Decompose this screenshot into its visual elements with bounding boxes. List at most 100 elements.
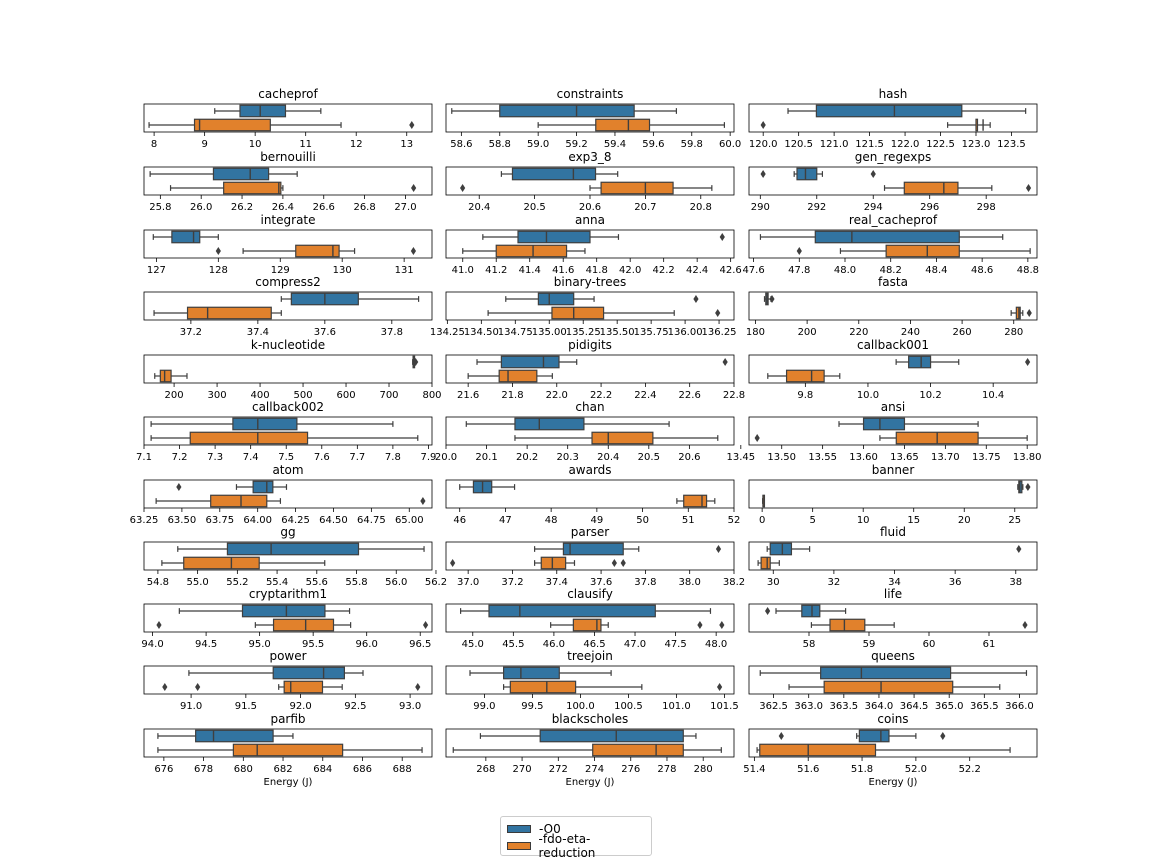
panel-title: fasta (878, 275, 908, 289)
x-axis-label: Energy (J) (869, 777, 918, 788)
x-tick-label: 46.5 (583, 639, 605, 650)
x-tick-label: 56.2 (425, 577, 447, 588)
panel-frame (445, 541, 735, 571)
x-tick-label: 292 (807, 202, 826, 213)
box-fdo (823, 680, 954, 694)
x-tick-label: 47 (499, 515, 512, 526)
x-tick-label: 22.6 (679, 390, 701, 401)
outlier-point (870, 170, 876, 178)
panel-title: gg (280, 525, 295, 539)
x-tick-label: 55.0 (186, 577, 208, 588)
panel-title: compress2 (255, 275, 320, 289)
box-fdo (540, 556, 567, 570)
panel-title: binary-trees (554, 275, 626, 289)
x-tick-label: 25 (1008, 515, 1021, 526)
x-tick-label: 47.8 (788, 265, 810, 276)
box-o0 (226, 542, 360, 556)
x-tick-label: 65.00 (395, 515, 424, 526)
x-tick-label: 22.0 (546, 390, 568, 401)
x-tick-label: 400 (251, 390, 270, 401)
box-o0 (517, 230, 591, 244)
x-tick-label: 20.5 (523, 202, 545, 213)
legend-label-fdo: -fdo-eta-reduction (538, 831, 596, 860)
x-tick-label: 37.2 (501, 577, 523, 588)
x-tick-label: 41.8 (586, 265, 608, 276)
x-tick-label: 20.7 (634, 202, 656, 213)
panel-fasta: fasta 180 200 220 240 260 280 (746, 275, 1038, 338)
panel-hash: hash 120.0 120.5 121.0 121.5 122.0 122.5 123.0 1… (748, 87, 1038, 150)
x-tick-label: 365.5 (970, 701, 999, 712)
x-tick-label: 64.50 (319, 515, 348, 526)
x-tick-label: 274 (585, 764, 604, 775)
box-fdo (885, 244, 960, 258)
x-tick-label: 278 (657, 764, 676, 775)
panel-constraints: constraints 58.6 58.8 59.0 59.2 59.4 59.6 59.8 6… (445, 87, 741, 150)
panel-frame (143, 541, 433, 571)
outlier-point (422, 621, 429, 629)
outlier-point (717, 683, 723, 691)
x-tick-label: 12 (350, 139, 363, 150)
panel-treejoin: treejoin 99.0 99.5 100.0 100.5 101.0 101.5 (445, 649, 739, 712)
outlier-point (415, 683, 421, 691)
panel-frame (445, 665, 735, 695)
x-tick-label: 96.0 (356, 639, 378, 650)
box-o0 (503, 666, 560, 680)
panel-chan: chan 20.0 20.1 20.2 20.3 20.4 20.5 20.6 (435, 400, 735, 463)
x-tick-label: 101.5 (710, 701, 739, 712)
box-o0 (212, 167, 270, 181)
panel-title: callback001 (857, 338, 929, 352)
x-tick-label: 363.0 (794, 701, 823, 712)
box-fdo (591, 431, 654, 445)
x-tick-label: 686 (353, 764, 372, 775)
x-tick-label: 45.0 (462, 639, 484, 650)
panel-title: clausify (567, 587, 613, 601)
x-tick-label: 122.5 (926, 139, 955, 150)
box-o0 (908, 355, 932, 369)
x-tick-label: 91.5 (235, 701, 257, 712)
box-o0 (488, 604, 656, 618)
x-tick-label: 46.0 (543, 639, 565, 650)
x-tick-label: 100.0 (566, 701, 595, 712)
x-tick-label: 46 (453, 515, 466, 526)
box-fdo (683, 494, 708, 508)
x-tick-label: 55.2 (226, 577, 248, 588)
x-tick-label: 130 (333, 265, 352, 276)
panel-cacheprof: cacheprof 8 9 10 11 12 13 (143, 87, 433, 150)
x-tick-label: 20.1 (475, 452, 497, 463)
x-tick-label: 26.4 (272, 202, 294, 213)
x-tick-label: 26.8 (353, 202, 375, 213)
x-tick-label: 37.0 (457, 577, 479, 588)
panel-frame (445, 416, 735, 446)
x-tick-label: 10 (249, 139, 262, 150)
x-tick-label: 13.60 (849, 452, 878, 463)
panel-frame (143, 229, 433, 259)
box-o0 (801, 604, 821, 618)
x-tick-label: 92.0 (289, 701, 311, 712)
x-tick-label: 37.6 (314, 327, 336, 338)
x-tick-label: 131 (395, 265, 414, 276)
box-fdo (595, 118, 651, 132)
box-o0 (499, 104, 635, 118)
outlier-point (215, 247, 221, 255)
outlier-point (195, 683, 201, 691)
x-tick-label: 5 (809, 515, 815, 526)
panel-frame (748, 541, 1038, 571)
outlier-point (1025, 184, 1032, 192)
x-tick-label: 51.4 (743, 764, 765, 775)
outlier-point (719, 621, 725, 629)
x-tick-label: 99.0 (473, 701, 495, 712)
panel-title: chan (575, 400, 604, 414)
x-tick-label: 800 (422, 390, 441, 401)
box-o0 (241, 604, 326, 618)
x-tick-label: 364.0 (865, 701, 894, 712)
panel-parser: parser 37.0 37.2 37.4 37.6 37.8 38.0 38.2 (445, 525, 745, 588)
x-tick-label: 20.2 (516, 452, 538, 463)
x-tick-label: 123.5 (997, 139, 1026, 150)
x-tick-label: 7.2 (172, 452, 188, 463)
x-tick-label: 122.0 (891, 139, 920, 150)
x-tick-label: 0 (759, 515, 765, 526)
x-tick-label: 51.6 (797, 764, 819, 775)
x-tick-label: 7.5 (278, 452, 294, 463)
outlier-point (722, 358, 728, 366)
panel-binary-trees: binary-trees134.25134.50134.75135.00135.… (430, 275, 737, 338)
